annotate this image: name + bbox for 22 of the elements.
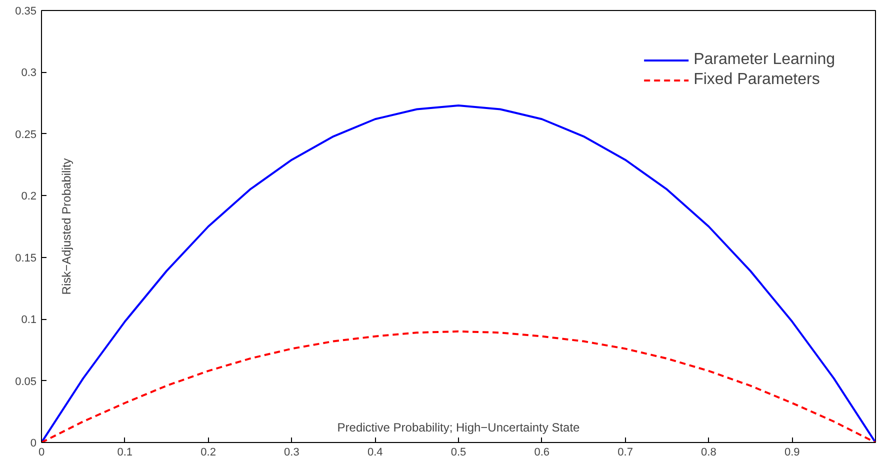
y-tick-label: 0.2 <box>21 190 37 203</box>
x-tick-label: 0.5 <box>450 446 466 458</box>
legend-label: Parameter Learning <box>694 51 835 69</box>
x-tick-label: 0.4 <box>367 446 383 458</box>
x-tick-label: 0.1 <box>117 446 133 458</box>
x-axis-title: Predictive Probability; High−Uncertainty State <box>337 420 580 434</box>
x-tick-label: 0.2 <box>200 446 216 458</box>
x-tick-label: 0.6 <box>534 446 550 458</box>
x-tick-label: 0.9 <box>784 446 800 458</box>
x-tick-label: 0.7 <box>618 446 633 458</box>
x-tick-label: 0.8 <box>701 446 716 458</box>
y-tick-label: 0.3 <box>21 67 37 80</box>
y-tick-label: 0 <box>30 438 37 450</box>
y-tick-label: 0.25 <box>15 128 37 141</box>
y-tick-label: 0.15 <box>15 252 37 264</box>
x-tick-label: 0 <box>38 446 45 458</box>
legend-label: Fixed Parameters <box>694 71 820 89</box>
x-tick-label: 0.3 <box>284 446 300 458</box>
y-axis-title: Risk−Adjusted Probability <box>60 158 74 295</box>
y-tick-label: 0.05 <box>15 376 37 388</box>
y-tick-label: 0.1 <box>21 314 37 326</box>
y-tick-label: 0.35 <box>15 6 37 18</box>
